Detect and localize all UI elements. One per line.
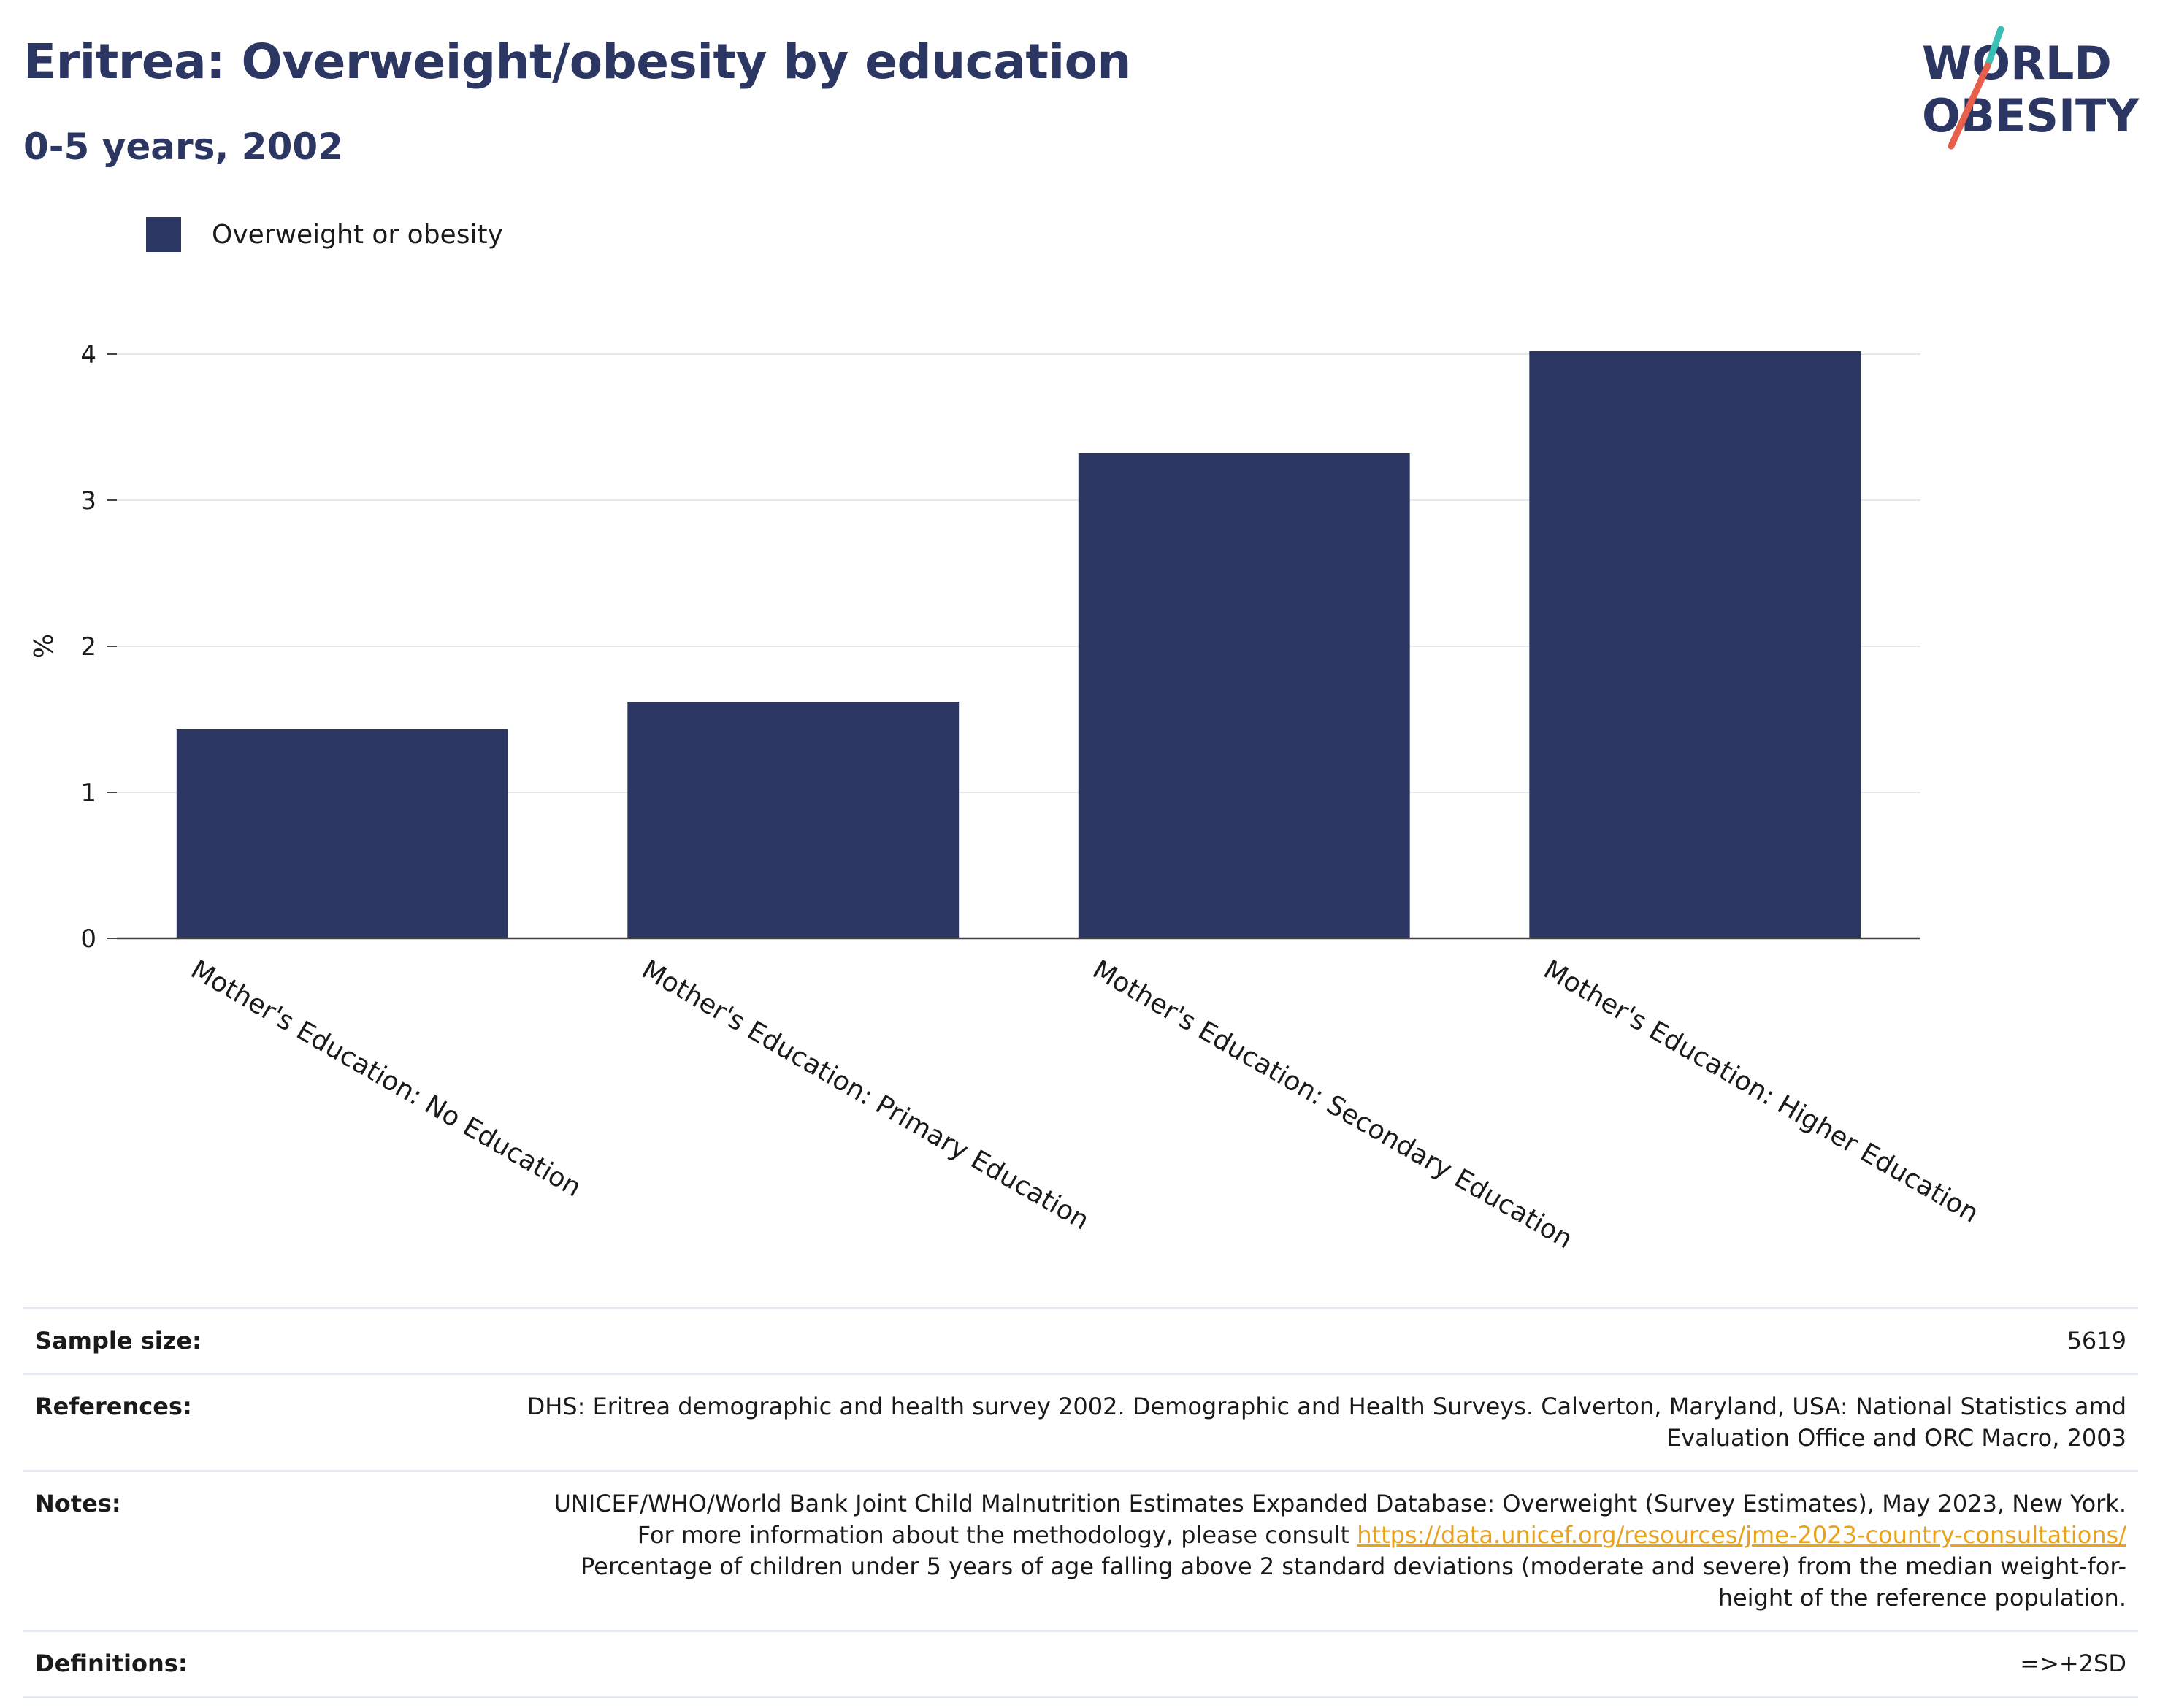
legend[interactable]: Overweight or obesity [146,217,503,252]
definitions-label: Definitions: [35,1648,327,1680]
y-axis-label: % [29,634,59,659]
logo-text-world: WORLD [1922,37,2112,90]
x-tick-label: Mother's Education: Primary Education [637,954,1094,1236]
y-tick-label: 2 [80,632,96,662]
definitions-row: Definitions: =>+2SD [23,1630,2138,1698]
chart-subtitle: 0-5 years, 2002 [23,126,343,168]
notes-text-after: Percentage of children under 5 years of … [581,1552,2126,1612]
world-obesity-logo: WORLD OBESITY [1913,22,2147,153]
bar [627,702,959,938]
references-value: DHS: Eritrea demographic and health surv… [520,1391,2126,1454]
sample-size-value: 5619 [2067,1325,2126,1357]
legend-label: Overweight or obesity [212,220,503,250]
y-tick-label: 0 [80,924,96,954]
notes-value: UNICEF/WHO/World Bank Joint Child Malnut… [520,1488,2126,1614]
definitions-value: =>+2SD [2020,1648,2126,1680]
chart-title: Eritrea: Overweight/obesity by education [23,34,1131,90]
x-tick-label: Mother's Education: Secondary Education [1087,954,1577,1255]
metadata-table: Sample size: 5619 References: DHS: Eritr… [23,1307,2138,1698]
bar [1079,453,1410,938]
bar [1529,351,1861,938]
x-tick-label: Mother's Education: No Education [185,954,586,1203]
references-label: References: [35,1391,327,1454]
y-tick-label: 4 [80,340,96,369]
references-row: References: DHS: Eritrea demographic and… [23,1373,2138,1470]
notes-link[interactable]: https://data.unicef.org/resources/jme-20… [1357,1521,2126,1549]
notes-label: Notes: [35,1488,327,1614]
legend-swatch [146,217,181,252]
sample-size-label: Sample size: [35,1325,327,1357]
bar [177,729,508,938]
y-tick-label: 3 [80,486,96,516]
notes-row: Notes: UNICEF/WHO/World Bank Joint Child… [23,1470,2138,1630]
y-tick-label: 1 [80,778,96,808]
sample-size-row: Sample size: 5619 [23,1307,2138,1373]
x-tick-label: Mother's Education: Higher Education [1539,954,1984,1229]
